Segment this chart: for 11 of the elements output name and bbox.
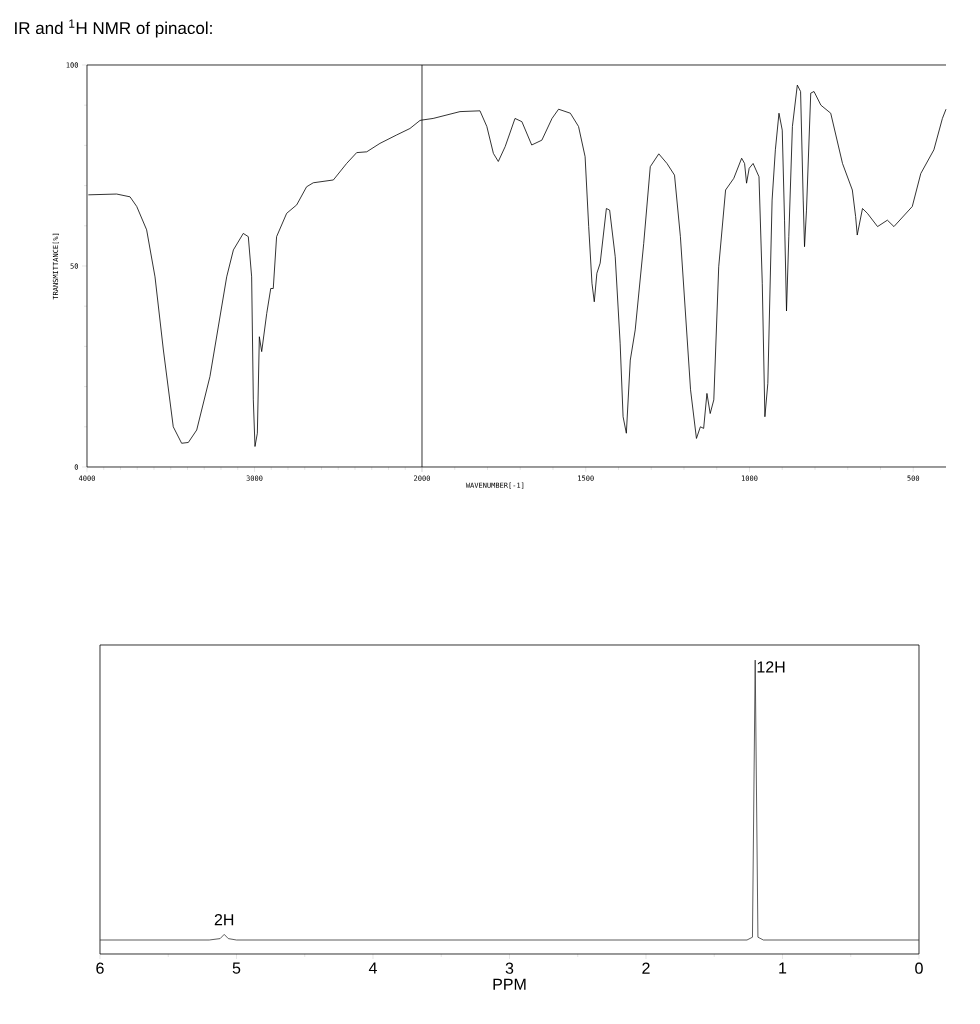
x-tick-label: 5 bbox=[232, 962, 241, 974]
x-tick-label: 2 bbox=[642, 962, 650, 974]
x-tick-label: 3 bbox=[505, 962, 514, 974]
annotation: 12H bbox=[757, 661, 785, 673]
x-tick-label: 6 bbox=[96, 962, 104, 974]
x-axis-title: PPM bbox=[493, 978, 526, 990]
x-tick-label: 0 bbox=[915, 962, 923, 974]
annotation: 2H bbox=[214, 914, 234, 926]
x-tick-label: 4 bbox=[368, 962, 377, 974]
chart-title: IR and $^{1}$H NMR of pinacol: bbox=[15, 19, 212, 38]
x-tick-label: 1 bbox=[779, 962, 787, 974]
